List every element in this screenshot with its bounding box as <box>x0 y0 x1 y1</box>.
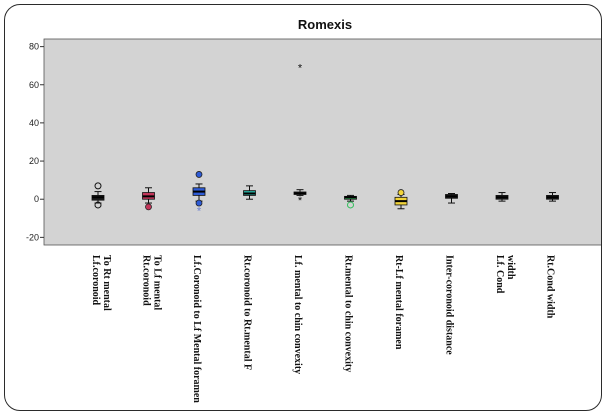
x-category-label: To Rt mental <box>101 255 112 311</box>
outlier-star: * <box>298 195 303 207</box>
outlier-star: * <box>197 206 202 218</box>
x-category-label: Rt.coronoid <box>141 255 152 306</box>
x-category-label: width <box>505 255 516 280</box>
chart-title: Romexis <box>298 17 352 32</box>
x-category-label: To Lf mental <box>152 255 163 310</box>
x-category-label: Lf.Coronoid to Lf Mental foramen <box>191 255 202 403</box>
y-tick-label: -20 <box>26 232 39 242</box>
y-tick-label: 0 <box>34 194 39 204</box>
y-tick-label: 40 <box>29 118 39 128</box>
x-category-label: Inter-coronoid distance <box>444 255 455 355</box>
box-plot-chart: Romexis * * * 80 60 40 20 0 -20 Lf.coronoid To R… <box>5 5 602 411</box>
x-category-label: Rt-Lf mental foramen <box>393 255 404 350</box>
x-category-label: Rt.coronoid to Rt.mental F <box>242 255 253 370</box>
x-category-label: Lf. Cond <box>494 255 505 294</box>
x-category-label: Lf.coronoid <box>90 255 101 306</box>
x-category-label: Rt.Cond width <box>545 255 556 319</box>
y-tick-label: 20 <box>29 156 39 166</box>
outlier-circle <box>398 190 404 196</box>
outlier-circle <box>196 171 202 177</box>
chart-frame: Romexis * * * 80 60 40 20 0 -20 Lf.coronoid To R… <box>4 4 602 411</box>
outlier-star: * <box>298 63 303 75</box>
y-tick-label: 80 <box>29 42 39 52</box>
x-category-label: Rt.mental to chin convexity <box>343 255 354 372</box>
y-tick-label: 60 <box>29 80 39 90</box>
outlier-circle <box>146 204 152 210</box>
x-category-label: Lf. mental to chin convexity <box>292 255 303 374</box>
plot-area <box>44 39 602 245</box>
